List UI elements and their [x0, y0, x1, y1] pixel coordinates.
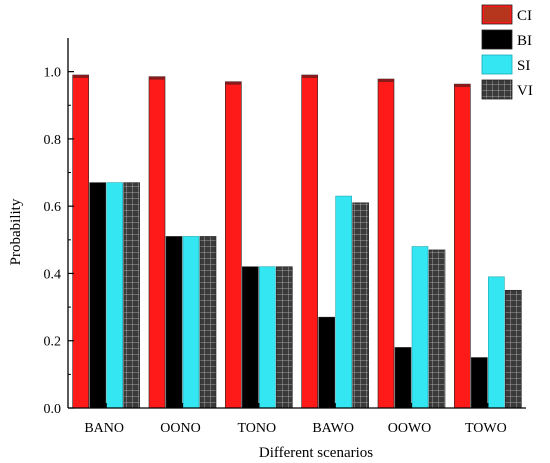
- bar-vi-bano: [123, 182, 140, 409]
- legend-swatch-si: [481, 54, 513, 75]
- bar-si-oono: [182, 236, 200, 409]
- x-tick-label: OOWO: [388, 421, 432, 436]
- y-axis-label: Probability: [8, 198, 24, 265]
- bar-bi-oowo: [394, 347, 412, 409]
- y-tick-label: 0.2: [44, 335, 62, 350]
- legend-swatch-vi: [481, 79, 513, 100]
- y-tick-label: 0.4: [44, 267, 62, 282]
- x-tick-label: OONO: [160, 421, 200, 436]
- x-tick-label: BAWO: [312, 421, 354, 436]
- bar-vi-bawo: [352, 202, 369, 409]
- bar-si-bano: [106, 182, 123, 409]
- bar-ci-oono: [148, 76, 166, 409]
- bar-ci-tono: [225, 81, 242, 409]
- legend-label-vi: VI: [517, 83, 533, 99]
- legend-label-bi: BI: [517, 33, 532, 49]
- bar-cap-bano: [72, 75, 89, 78]
- x-tick-label: BANO: [84, 421, 124, 436]
- legend-label-si: SI: [517, 58, 530, 74]
- bar-vi-oowo: [428, 249, 446, 409]
- bar-cap-towo: [454, 84, 471, 88]
- bars-layer: [72, 74, 522, 409]
- y-tick-label: 0.6: [44, 200, 62, 215]
- legend-label-ci: CI: [517, 8, 532, 24]
- x-tick-label: TOWO: [465, 421, 507, 436]
- bar-vi-towo: [505, 289, 522, 409]
- y-tick-label: 0.8: [44, 133, 62, 148]
- bar-bi-tono: [242, 266, 259, 409]
- bar-cap-oono: [149, 76, 165, 80]
- bar-bi-oono: [165, 236, 183, 409]
- y-tick-label: 0.0: [44, 402, 62, 417]
- bar-bi-towo: [471, 357, 488, 409]
- bar-si-oowo: [411, 246, 429, 409]
- x-tick-label: TONO: [238, 421, 277, 436]
- x-axis-label: Different scenarios: [259, 445, 373, 461]
- bar-cap-bawo: [301, 75, 318, 78]
- bar-ci-towo: [454, 83, 471, 409]
- bar-ci-bano: [72, 74, 89, 409]
- legend-swatch-ci-inner: [484, 7, 510, 22]
- y-tick-label: 1.0: [44, 66, 62, 81]
- bar-ci-bawo: [301, 74, 318, 409]
- bar-si-tono: [259, 266, 276, 409]
- bar-bi-bawo: [318, 316, 335, 409]
- legend: CI BI SI VI: [481, 4, 533, 100]
- legend-swatch-bi: [481, 29, 513, 50]
- bar-bi-bano: [89, 182, 106, 409]
- bar-vi-tono: [276, 266, 293, 409]
- bar-ci-oowo: [377, 78, 395, 409]
- axes: 0.0 0.2 0.4 0.6 0.8 1.0 BANO OONO TONO BAWO OOWO TO…: [44, 38, 526, 436]
- bar-si-towo: [488, 276, 505, 409]
- bar-cap-oowo: [378, 79, 394, 83]
- bar-si-bawo: [335, 195, 352, 409]
- bar-cap-tono: [225, 81, 242, 85]
- bar-vi-oono: [199, 236, 217, 409]
